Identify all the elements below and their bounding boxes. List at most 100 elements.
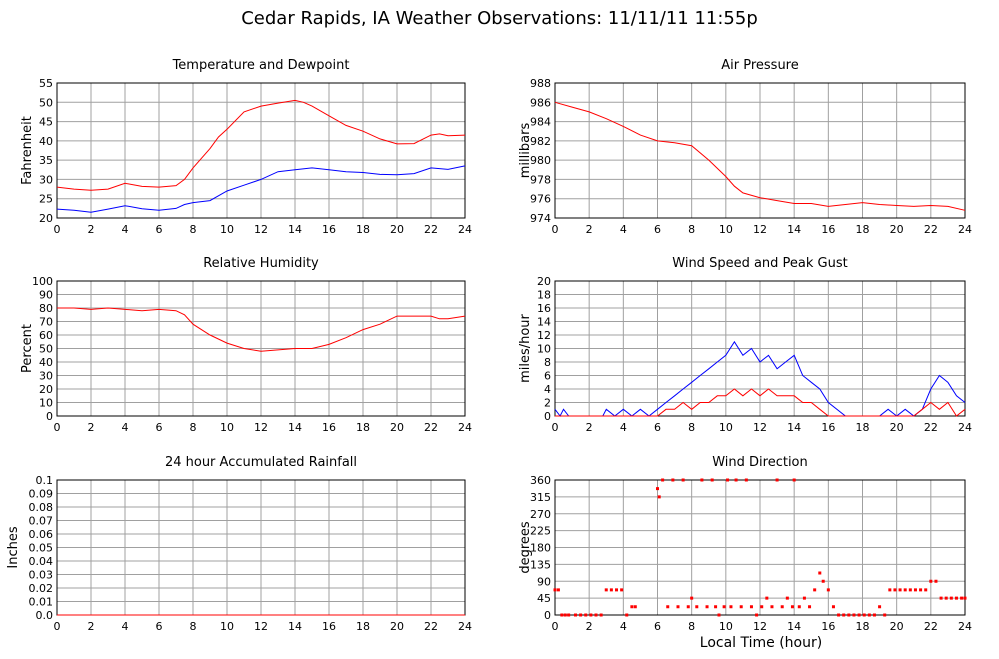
pressure-ytick-label: 982 bbox=[530, 135, 551, 148]
direction-point bbox=[883, 613, 887, 617]
wind-ytick-label: 10 bbox=[537, 343, 551, 356]
direction-point bbox=[949, 596, 953, 600]
direction-point bbox=[872, 613, 876, 617]
wind-ytick-label: 0 bbox=[544, 410, 551, 423]
pressure-ytick-label: 984 bbox=[530, 116, 551, 129]
rh-xtick-label: 4 bbox=[122, 421, 129, 434]
rain-xtick-label: 6 bbox=[156, 620, 163, 633]
direction-point bbox=[908, 588, 912, 592]
temp-xtick-label: 6 bbox=[156, 223, 163, 236]
wind-xtick-label: 24 bbox=[958, 421, 972, 434]
direction-point bbox=[790, 605, 794, 609]
direction-ytick-label: 0 bbox=[544, 609, 551, 622]
direction-xtick-label: 2 bbox=[586, 620, 593, 633]
temp-frame bbox=[56, 82, 466, 219]
pressure-ylabel: millibars bbox=[518, 123, 533, 179]
wind-xtick-label: 12 bbox=[753, 421, 767, 434]
direction-xtick-label: 12 bbox=[753, 620, 767, 633]
direction-point bbox=[734, 478, 738, 482]
direction-point bbox=[726, 478, 730, 482]
temp-xtick-label: 14 bbox=[288, 223, 302, 236]
direction-point bbox=[878, 605, 882, 609]
direction-xtick-label: 22 bbox=[924, 620, 938, 633]
wind-xtick-label: 14 bbox=[787, 421, 801, 434]
direction-point bbox=[656, 487, 659, 491]
direction-point bbox=[775, 478, 779, 482]
rh-xtick-label: 8 bbox=[190, 421, 197, 434]
rain-ytick-label: 0.01 bbox=[29, 596, 54, 609]
temp-xtick-label: 10 bbox=[220, 223, 234, 236]
wind-series-line-1 bbox=[555, 388, 966, 417]
rh-xtick-label: 20 bbox=[390, 421, 404, 434]
direction-point bbox=[690, 596, 694, 600]
direction-point bbox=[681, 478, 685, 482]
rh-title: Relative Humidity bbox=[203, 256, 319, 271]
direction-point bbox=[657, 495, 661, 499]
direction-point bbox=[808, 605, 812, 609]
temp-series-line-1 bbox=[56, 165, 466, 213]
rain-ytick-label: 0.1 bbox=[36, 474, 54, 487]
pressure-series-line-0 bbox=[554, 101, 966, 211]
wind-xtick-label: 4 bbox=[620, 421, 627, 434]
direction-point bbox=[818, 571, 822, 575]
direction-ytick-label: 360 bbox=[530, 474, 551, 487]
direction-xtick-label: 4 bbox=[620, 620, 627, 633]
direction-ytick-label: 270 bbox=[530, 508, 551, 521]
rain-title: 24 hour Accumulated Rainfall bbox=[165, 455, 357, 470]
pressure-xtick-label: 8 bbox=[688, 223, 695, 236]
pressure-ytick-label: 976 bbox=[530, 193, 551, 206]
direction-point bbox=[813, 588, 817, 592]
rh-ytick-label: 30 bbox=[39, 370, 53, 383]
direction-point bbox=[857, 613, 861, 617]
pressure-xtick-label: 0 bbox=[552, 223, 559, 236]
temp-series-line-0 bbox=[56, 99, 466, 191]
direction-point bbox=[792, 478, 796, 482]
rain-xtick-label: 10 bbox=[220, 620, 234, 633]
direction-point bbox=[620, 588, 624, 592]
direction-point bbox=[615, 588, 618, 592]
rain-xtick-label: 14 bbox=[288, 620, 302, 633]
temp-ytick-label: 20 bbox=[39, 212, 53, 225]
temp-ytick-label: 50 bbox=[39, 96, 53, 109]
direction-point bbox=[847, 613, 851, 617]
direction-point bbox=[589, 613, 593, 617]
rh-series-line-0 bbox=[57, 307, 466, 352]
rh-ytick-label: 20 bbox=[39, 383, 53, 396]
temp-xtick-label: 0 bbox=[54, 223, 61, 236]
rain-xtick-label: 0 bbox=[54, 620, 61, 633]
direction-point bbox=[760, 605, 764, 609]
rain-xtick-label: 22 bbox=[424, 620, 438, 633]
rain-xtick-label: 12 bbox=[254, 620, 268, 633]
direction-frame bbox=[554, 479, 966, 616]
direction-point bbox=[960, 596, 964, 600]
direction-point bbox=[785, 596, 789, 600]
pressure-xtick-label: 4 bbox=[620, 223, 627, 236]
rh-ytick-label: 80 bbox=[39, 302, 53, 315]
direction-point bbox=[700, 478, 704, 482]
rh-xtick-label: 2 bbox=[88, 421, 95, 434]
direction-title: Wind Direction bbox=[712, 455, 808, 470]
rh-ytick-label: 90 bbox=[39, 289, 53, 302]
pressure-xtick-label: 22 bbox=[924, 223, 938, 236]
rh-xtick-label: 24 bbox=[458, 421, 472, 434]
pressure-frame bbox=[554, 82, 966, 219]
direction-point bbox=[594, 613, 598, 617]
rh-ytick-label: 0 bbox=[46, 410, 53, 423]
rh-xtick-label: 6 bbox=[156, 421, 163, 434]
pressure-ytick-label: 986 bbox=[530, 96, 551, 109]
direction-xtick-label: 20 bbox=[890, 620, 904, 633]
temp-xtick-label: 24 bbox=[458, 223, 472, 236]
rain-ytick-label: 0.06 bbox=[29, 528, 54, 541]
pressure-ytick-label: 974 bbox=[530, 212, 551, 225]
temp-xtick-label: 8 bbox=[190, 223, 197, 236]
direction-point bbox=[842, 613, 846, 617]
direction-ylabel: degrees bbox=[518, 521, 533, 574]
direction-ytick-label: 90 bbox=[537, 575, 551, 588]
direction-point bbox=[599, 613, 603, 617]
direction-point bbox=[929, 579, 933, 583]
temp-xtick-label: 12 bbox=[254, 223, 268, 236]
